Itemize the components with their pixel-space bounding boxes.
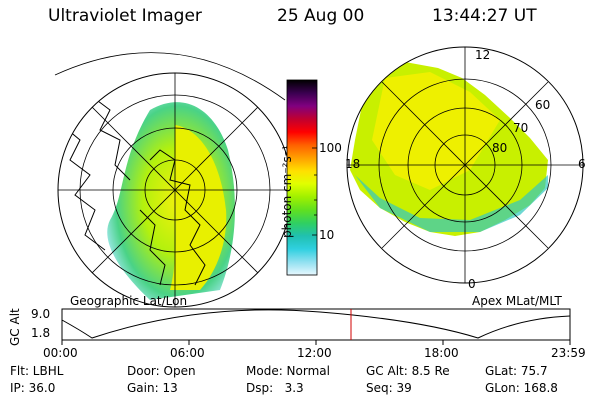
mlt-label-18: 18 bbox=[345, 157, 361, 171]
apex-caption: Apex MLat/MLT bbox=[472, 294, 562, 308]
mlt-label-0: 0 bbox=[468, 277, 476, 291]
footer-ip: IP: 36.0 bbox=[10, 381, 56, 395]
colorbar-gradient bbox=[287, 80, 317, 275]
mlat-label-80: 80 bbox=[492, 141, 508, 155]
footer-gain: Gain: 13 bbox=[127, 381, 178, 395]
colorbar-unit-label: photon cm⁻²s⁻¹ bbox=[280, 145, 294, 238]
footer-glat: GLat: 75.7 bbox=[485, 364, 548, 378]
mlt-label-12: 12 bbox=[475, 48, 491, 62]
x-tick-1800: 18:00 bbox=[424, 346, 459, 360]
x-tick-2359: 23:59 bbox=[551, 346, 586, 360]
footer-glon: GLon: 168.8 bbox=[485, 381, 558, 395]
footer-door: Door: Open bbox=[127, 364, 196, 378]
y-tick-1-8: 1.8 bbox=[31, 326, 51, 340]
geographic-caption: Geographic Lat/Lon bbox=[70, 294, 188, 308]
x-tick-0600: 06:00 bbox=[170, 346, 205, 360]
footer-mode: Mode: Normal bbox=[246, 364, 330, 378]
apex-map bbox=[346, 46, 584, 284]
colorbar-tick-100: 100 bbox=[319, 141, 342, 155]
footer-filter: Flt: LBHL bbox=[10, 364, 64, 378]
colorbar-tick-10: 10 bbox=[319, 228, 335, 242]
geographic-map bbox=[54, 52, 293, 308]
instrument-title: Ultraviolet Imager bbox=[48, 6, 202, 26]
y-tick-9: 9.0 bbox=[31, 307, 51, 321]
x-tick-0000: 00:00 bbox=[43, 346, 78, 360]
mlt-label-6: 6 bbox=[578, 157, 586, 171]
mlat-label-70: 70 bbox=[513, 121, 529, 135]
footer-gc-alt: GC Alt: 8.5 Re bbox=[366, 364, 450, 378]
gc-alt-axis-label: GC Alt bbox=[8, 308, 22, 346]
time-label: 13:44:27 UT bbox=[432, 6, 537, 26]
colorbar bbox=[287, 80, 317, 275]
date-label: 25 Aug 00 bbox=[277, 6, 365, 26]
footer-dsp: Dsp: 3.3 bbox=[246, 381, 304, 395]
gc-alt-plot bbox=[61, 308, 571, 345]
footer-seq: Seq: 39 bbox=[366, 381, 412, 395]
coastline bbox=[58, 73, 206, 286]
gc-alt-curve bbox=[61, 309, 571, 339]
mlat-label-60: 60 bbox=[535, 98, 551, 112]
x-tick-1200: 12:00 bbox=[297, 346, 332, 360]
